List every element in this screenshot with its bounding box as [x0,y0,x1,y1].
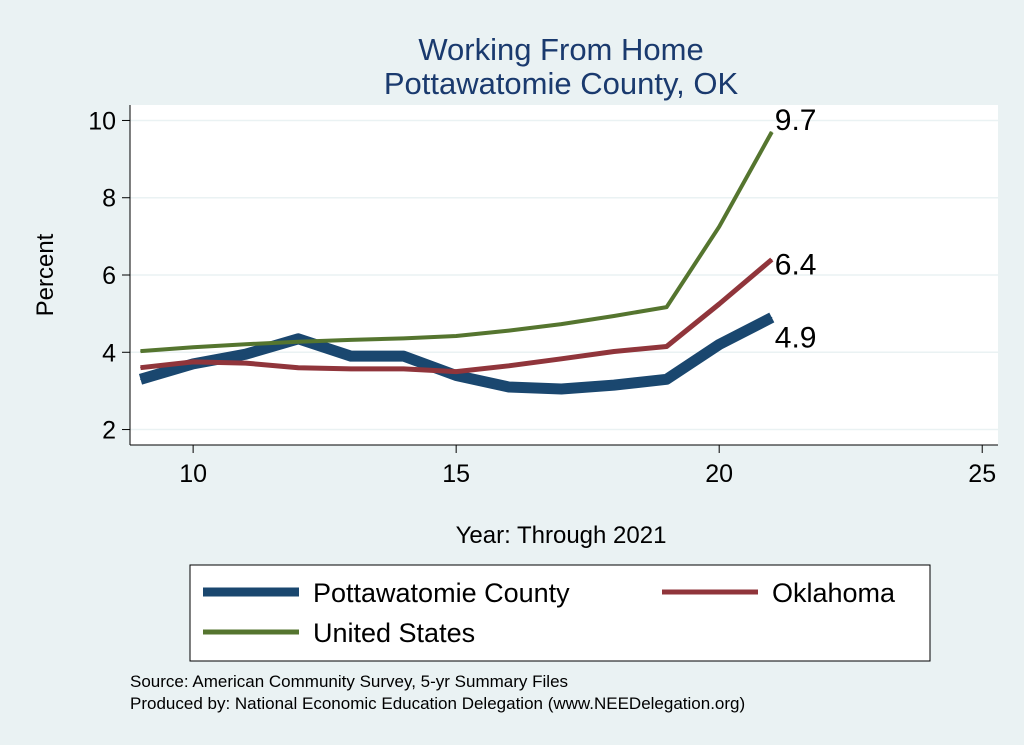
x-tick-label: 10 [179,460,207,488]
end-value-label: 6.4 [775,249,817,282]
data-point [560,388,562,390]
x-tick-label: 20 [705,460,733,488]
data-point [508,330,510,332]
data-point [718,344,720,345]
y-tick-label: 4 [102,339,116,367]
x-ticks: 10 15 20 25 [179,445,996,488]
data-point [245,362,247,364]
data-point [192,361,194,363]
grid-lines [130,119,998,431]
data-point [403,355,405,357]
legend-label: United States [313,618,475,648]
data-point [297,341,299,343]
end-value-label: 4.9 [775,322,817,355]
data-point [455,371,457,373]
end-value-label: 9.7 [775,104,817,137]
data-point [297,338,299,340]
x-tick-label: 25 [968,460,996,488]
legend-label: Pottawatomie County [313,578,570,608]
data-point [192,346,194,348]
data-point [350,339,352,341]
data-point [245,353,247,355]
data-point [508,386,510,388]
data-point [403,337,405,339]
source-note: Source: American Community Survey, 5-yr … [130,672,568,691]
data-point [403,368,405,370]
x-tick-label: 15 [442,460,470,488]
data-point [613,384,615,386]
y-tick-label: 10 [88,107,116,135]
data-point [771,131,773,133]
y-tick-label: 8 [102,185,116,213]
data-point [455,335,457,337]
data-point [613,315,615,317]
data-point [613,351,615,352]
data-point [140,367,141,369]
data-point [297,367,299,369]
legend-label: Oklahoma [772,578,896,608]
legend-box [189,564,931,662]
data-point [666,306,668,308]
data-point [560,358,562,360]
data-point [771,317,773,318]
data-point [666,378,668,380]
y-tick-label: 6 [102,262,116,290]
producer-note: Produced by: National Economic Education… [130,694,745,713]
chart-subtitle: Pottawatomie County, OK [384,66,739,101]
data-point [350,355,352,357]
data-point [455,375,457,376]
data-point [718,226,720,228]
series-lines [138,131,775,395]
data-point [508,365,510,367]
data-point [666,346,668,347]
y-ticks: 2 4 6 8 10 [88,107,130,445]
data-point [245,343,247,345]
data-point [140,378,141,380]
x-axis-label: Year: Through 2021 [456,522,667,549]
data-point [718,303,720,305]
data-point [560,323,562,325]
data-point [140,350,141,352]
data-point [350,368,352,370]
legend: Pottawatomie County Oklahoma United States [203,578,896,648]
y-tick-label: 2 [102,417,116,445]
y-axis-label: Percent [32,233,59,316]
data-point [771,259,773,260]
chart-title: Working From Home [418,32,703,67]
end-labels: 4.9 6.4 9.7 [775,104,817,354]
